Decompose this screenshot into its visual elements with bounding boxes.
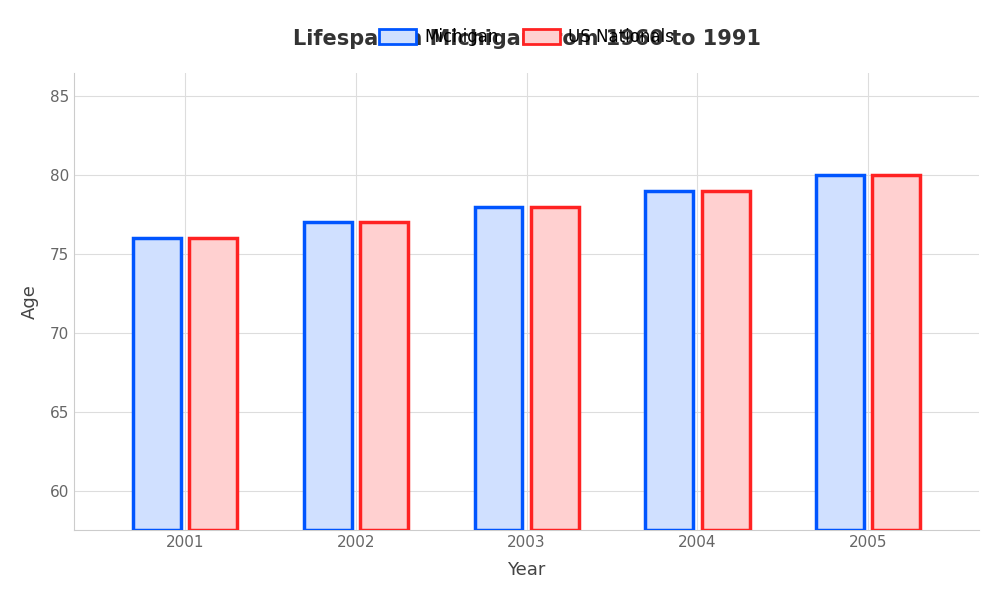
Legend: Michigan, US Nationals: Michigan, US Nationals [372,22,681,53]
Title: Lifespan in Michigan from 1960 to 1991: Lifespan in Michigan from 1960 to 1991 [293,29,761,49]
Bar [133,238,181,530]
X-axis label: Year: Year [507,561,546,579]
Bar [360,223,408,530]
Bar [475,206,522,530]
Bar [645,191,693,530]
Bar [304,223,352,530]
Bar [702,191,750,530]
Bar [189,238,237,530]
Bar [872,175,920,530]
Bar [531,206,579,530]
Y-axis label: Age: Age [21,284,39,319]
Bar [816,175,864,530]
